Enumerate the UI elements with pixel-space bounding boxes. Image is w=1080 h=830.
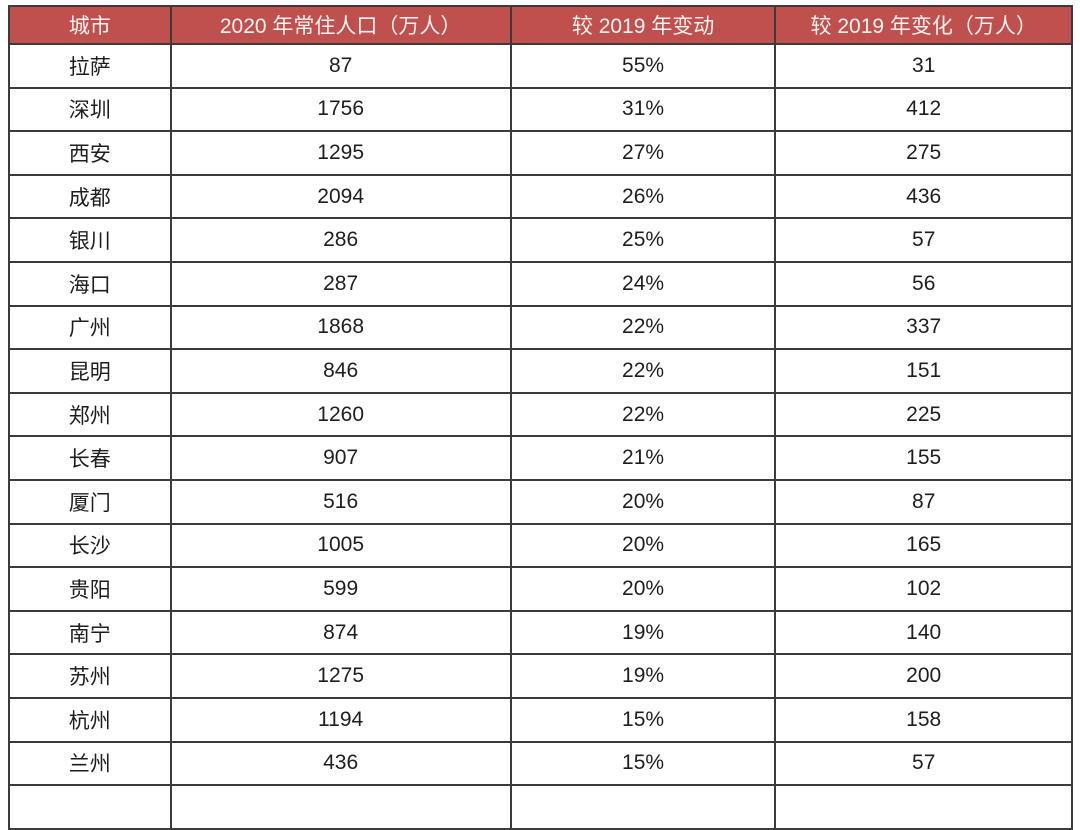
table-row: 南宁 874 19% 140 bbox=[8, 609, 1073, 656]
population-cell: 1756 bbox=[169, 86, 512, 133]
city-cell: 杭州 bbox=[8, 696, 172, 743]
percent-cell: 27% bbox=[509, 130, 777, 176]
percent-cell: 21% bbox=[509, 435, 777, 481]
change-cell: 337 bbox=[774, 304, 1073, 351]
percent-cell: 20% bbox=[509, 522, 777, 569]
city-cell: 海口 bbox=[8, 260, 172, 307]
percent-cell: 55% bbox=[509, 43, 777, 89]
city-cell: 兰州 bbox=[8, 740, 172, 787]
empty-cell bbox=[169, 784, 512, 830]
empty-cell bbox=[509, 784, 777, 830]
change-cell: 87 bbox=[774, 478, 1073, 525]
table-row: 拉萨 87 55% 31 bbox=[8, 43, 1073, 89]
change-cell: 165 bbox=[774, 522, 1073, 569]
population-cell: 846 bbox=[169, 348, 512, 394]
table-row: 兰州 436 15% 57 bbox=[8, 740, 1073, 787]
table-row: 海口 287 24% 56 bbox=[8, 260, 1073, 307]
population-cell: 87 bbox=[169, 43, 512, 89]
city-cell: 西安 bbox=[8, 130, 172, 176]
population-cell: 599 bbox=[169, 566, 512, 612]
population-table: 城市 2020 年常住人口（万人） 较 2019 年变动 较 2019 年变化（… bbox=[8, 5, 1073, 830]
percent-cell: 15% bbox=[509, 696, 777, 743]
percent-cell: 19% bbox=[509, 653, 777, 699]
table-row: 昆明 846 22% 151 bbox=[8, 348, 1073, 394]
change-cell: 57 bbox=[774, 217, 1073, 263]
population-cell: 907 bbox=[169, 435, 512, 481]
percent-cell: 22% bbox=[509, 391, 777, 438]
city-cell: 昆明 bbox=[8, 348, 172, 394]
table-row: 苏州 1275 19% 200 bbox=[8, 653, 1073, 699]
change-cell: 200 bbox=[774, 653, 1073, 699]
empty-cell bbox=[774, 784, 1073, 830]
city-cell: 郑州 bbox=[8, 391, 172, 438]
change-cell: 140 bbox=[774, 609, 1073, 656]
percent-cell: 25% bbox=[509, 217, 777, 263]
table-header: 城市 2020 年常住人口（万人） 较 2019 年变动 较 2019 年变化（… bbox=[8, 5, 1073, 45]
city-cell: 拉萨 bbox=[8, 43, 172, 89]
change-cell: 225 bbox=[774, 391, 1073, 438]
table-row: 西安 1295 27% 275 bbox=[8, 130, 1073, 176]
city-cell: 长春 bbox=[8, 435, 172, 481]
population-cell: 1275 bbox=[169, 653, 512, 699]
table-row: 郑州 1260 22% 225 bbox=[8, 391, 1073, 438]
population-cell: 1194 bbox=[169, 696, 512, 743]
table-row: 深圳 1756 31% 412 bbox=[8, 86, 1073, 133]
population-cell: 1005 bbox=[169, 522, 512, 569]
percent-cell: 24% bbox=[509, 260, 777, 307]
population-cell: 1868 bbox=[169, 304, 512, 351]
percent-cell: 20% bbox=[509, 566, 777, 612]
percent-cell: 19% bbox=[509, 609, 777, 656]
table-row: 长春 907 21% 155 bbox=[8, 435, 1073, 481]
city-cell: 深圳 bbox=[8, 86, 172, 133]
population-cell: 2094 bbox=[169, 173, 512, 220]
population-cell: 286 bbox=[169, 217, 512, 263]
population-cell: 287 bbox=[169, 260, 512, 307]
percent-cell: 22% bbox=[509, 304, 777, 351]
city-cell: 成都 bbox=[8, 173, 172, 220]
partial-row bbox=[8, 784, 1073, 830]
table-row: 贵阳 599 20% 102 bbox=[8, 566, 1073, 612]
percent-cell: 31% bbox=[509, 86, 777, 133]
table-row: 厦门 516 20% 87 bbox=[8, 478, 1073, 525]
percent-cell: 22% bbox=[509, 348, 777, 394]
city-cell: 厦门 bbox=[8, 478, 172, 525]
table-body: 拉萨 87 55% 31 深圳 1756 31% 412 西安 1295 27% 275 成都 2094 2… bbox=[8, 43, 1073, 830]
change-cell: 275 bbox=[774, 130, 1073, 176]
population-cell: 874 bbox=[169, 609, 512, 656]
city-cell: 银川 bbox=[8, 217, 172, 263]
city-cell: 广州 bbox=[8, 304, 172, 351]
percent-cell: 20% bbox=[509, 478, 777, 525]
population-cell: 1260 bbox=[169, 391, 512, 438]
table-row: 长沙 1005 20% 165 bbox=[8, 522, 1073, 569]
percent-cell: 26% bbox=[509, 173, 777, 220]
header-row: 城市 2020 年常住人口（万人） 较 2019 年变动 较 2019 年变化（… bbox=[8, 5, 1073, 45]
city-cell: 贵阳 bbox=[8, 566, 172, 612]
table-row: 银川 286 25% 57 bbox=[8, 217, 1073, 263]
header-cell-change: 较 2019 年变化（万人） bbox=[774, 5, 1073, 45]
population-cell: 516 bbox=[169, 478, 512, 525]
table-row: 广州 1868 22% 337 bbox=[8, 304, 1073, 351]
population-cell: 436 bbox=[169, 740, 512, 787]
city-cell: 南宁 bbox=[8, 609, 172, 656]
change-cell: 155 bbox=[774, 435, 1073, 481]
change-cell: 56 bbox=[774, 260, 1073, 307]
change-cell: 102 bbox=[774, 566, 1073, 612]
empty-cell bbox=[8, 784, 172, 830]
percent-cell: 15% bbox=[509, 740, 777, 787]
population-cell: 1295 bbox=[169, 130, 512, 176]
table-row: 成都 2094 26% 436 bbox=[8, 173, 1073, 220]
header-cell-city: 城市 bbox=[8, 5, 172, 45]
city-cell: 长沙 bbox=[8, 522, 172, 569]
change-cell: 57 bbox=[774, 740, 1073, 787]
header-cell-population: 2020 年常住人口（万人） bbox=[169, 5, 512, 45]
change-cell: 31 bbox=[774, 43, 1073, 89]
table-row: 杭州 1194 15% 158 bbox=[8, 696, 1073, 743]
change-cell: 158 bbox=[774, 696, 1073, 743]
header-cell-percent: 较 2019 年变动 bbox=[509, 5, 777, 45]
change-cell: 151 bbox=[774, 348, 1073, 394]
change-cell: 436 bbox=[774, 173, 1073, 220]
population-table-container: 城市 2020 年常住人口（万人） 较 2019 年变动 较 2019 年变化（… bbox=[8, 5, 1073, 830]
change-cell: 412 bbox=[774, 86, 1073, 133]
city-cell: 苏州 bbox=[8, 653, 172, 699]
